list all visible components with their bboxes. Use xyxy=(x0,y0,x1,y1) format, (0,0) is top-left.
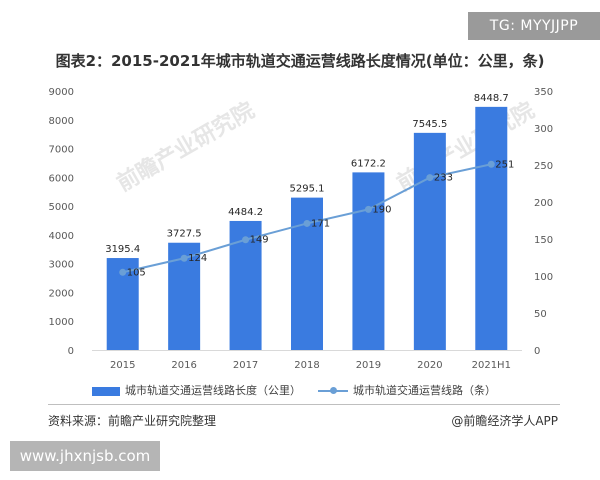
bar-value-label: 3195.4 xyxy=(105,244,140,255)
y-right-tick-label: 200 xyxy=(534,198,553,209)
bar-value-label: 3727.5 xyxy=(167,229,202,240)
y-right-tick-label: 350 xyxy=(534,87,553,98)
y-right-tick-label: 50 xyxy=(534,309,547,320)
bar-value-label: 7545.5 xyxy=(412,119,447,130)
watermark-tag: TG: MYYJJPP xyxy=(468,12,600,40)
bar-value-label: 6172.2 xyxy=(351,158,386,169)
line-value-label: 105 xyxy=(127,267,146,278)
bar-value-label: 8448.7 xyxy=(474,93,509,104)
legend-bar-label: 城市轨道交通运营线路长度（公里） xyxy=(125,384,301,397)
legend-line-swatch xyxy=(318,387,348,394)
y-right-tick-label: 0 xyxy=(534,346,540,357)
x-tick-label: 2018 xyxy=(294,360,319,371)
y-right-tick-label: 150 xyxy=(534,235,553,246)
line-point xyxy=(487,160,495,168)
bar xyxy=(352,172,385,350)
y-left-tick-label: 4000 xyxy=(49,231,74,242)
line-point xyxy=(119,268,127,276)
y-left-tick-label: 8000 xyxy=(49,116,74,127)
y-right-tick-label: 300 xyxy=(534,124,553,135)
legend-item-line: 城市轨道交通运营线路（条） xyxy=(318,382,496,398)
line-point xyxy=(364,205,372,213)
x-tick-label: 2017 xyxy=(233,360,258,371)
bar-value-label: 4484.2 xyxy=(228,207,263,218)
x-tick-label: 2020 xyxy=(417,360,442,371)
footer-divider xyxy=(48,404,560,405)
legend-bar-swatch xyxy=(92,386,120,396)
bar xyxy=(413,132,446,350)
line-value-label: 233 xyxy=(434,173,453,184)
bar-value-label: 5295.1 xyxy=(290,184,325,195)
line-point xyxy=(426,174,434,182)
x-tick-label: 2019 xyxy=(356,360,381,371)
x-tick-label: 2015 xyxy=(110,360,135,371)
y-left-tick-label: 9000 xyxy=(49,87,74,98)
bar xyxy=(475,106,508,350)
line-point xyxy=(180,254,188,262)
line-value-label: 251 xyxy=(495,159,514,170)
y-left-tick-label: 3000 xyxy=(49,260,74,271)
y-left-tick-label: 6000 xyxy=(49,173,74,184)
line-value-label: 171 xyxy=(311,218,330,229)
line-value-label: 190 xyxy=(372,204,391,215)
y-left-tick-label: 5000 xyxy=(49,202,74,213)
y-left-tick-label: 0 xyxy=(68,346,74,357)
site-url-badge: www.jhxnjsb.com xyxy=(10,441,160,471)
y-left-tick-label: 1000 xyxy=(49,317,74,328)
credit-note: @前瞻经济学人APP xyxy=(451,414,558,428)
line-point xyxy=(303,219,311,227)
legend-line-label: 城市轨道交通运营线路（条） xyxy=(353,384,496,397)
y-right-tick-label: 250 xyxy=(534,161,553,172)
y-right-tick-label: 100 xyxy=(534,272,553,283)
y-left-tick-label: 2000 xyxy=(49,288,74,299)
x-tick-label: 2021H1 xyxy=(472,360,511,371)
line-value-label: 149 xyxy=(250,235,269,246)
legend-item-bar: 城市轨道交通运营线路长度（公里） xyxy=(92,382,301,398)
line-value-label: 124 xyxy=(188,253,207,264)
chart-title: 图表2：2015-2021年城市轨道交通运营线路长度情况(单位：公里，条) xyxy=(55,52,545,70)
line-point xyxy=(242,236,250,244)
source-note: 资料来源：前瞻产业研究院整理 xyxy=(48,414,217,428)
y-left-tick-label: 7000 xyxy=(49,145,74,156)
x-tick-label: 2016 xyxy=(171,360,196,371)
